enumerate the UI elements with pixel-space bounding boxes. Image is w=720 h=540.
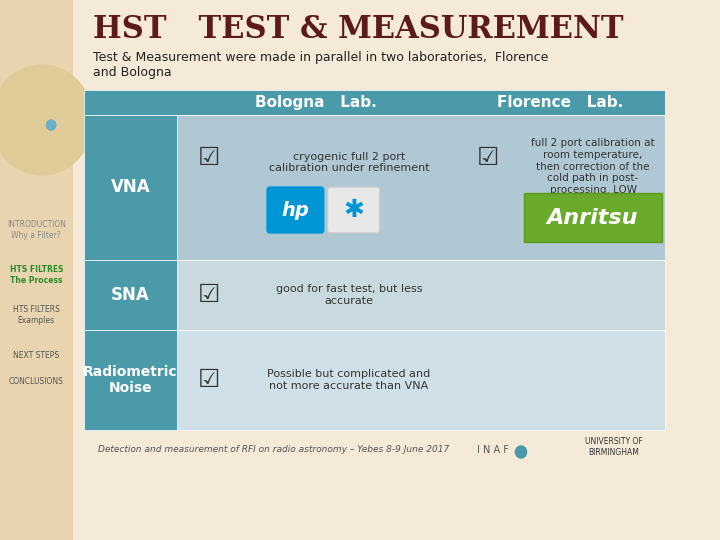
Text: CONCLUSIONS: CONCLUSIONS [9, 377, 64, 387]
FancyBboxPatch shape [267, 187, 324, 233]
Text: ☑: ☑ [198, 145, 220, 170]
Text: good for fast test, but less
accurate: good for fast test, but less accurate [276, 284, 422, 306]
Text: NEXT STEPS: NEXT STEPS [13, 350, 59, 360]
FancyBboxPatch shape [84, 115, 177, 260]
Text: hp: hp [281, 200, 309, 219]
Text: INTRODUCTION
Why a Filter?: INTRODUCTION Why a Filter? [6, 220, 66, 240]
Circle shape [516, 446, 526, 458]
Text: Bologna   Lab.: Bologna Lab. [256, 95, 377, 110]
Text: Possible but complicated and
not more accurate than VNA: Possible but complicated and not more ac… [267, 369, 431, 391]
Text: HST   TEST & MEASUREMENT: HST TEST & MEASUREMENT [93, 15, 624, 45]
Text: ✱: ✱ [343, 198, 364, 222]
Text: ☑: ☑ [198, 283, 220, 307]
Text: SNA: SNA [111, 286, 150, 304]
Text: HTS FILTRES
The Process: HTS FILTRES The Process [9, 265, 63, 285]
FancyBboxPatch shape [0, 0, 73, 540]
Text: cryogenic full 2 port
calibration under refinement: cryogenic full 2 port calibration under … [269, 152, 429, 173]
Text: Florence   Lab.: Florence Lab. [498, 95, 624, 110]
Text: Detection and measurement of RFI on radio astronomy – Yebes 8-9 June 2017: Detection and measurement of RFI on radi… [98, 446, 449, 455]
Text: Test & Measurement were made in parallel in two laboratories,  Florence
and Bolo: Test & Measurement were made in parallel… [93, 51, 549, 79]
Text: UNIVERSITY OF
BIRMINGHAM: UNIVERSITY OF BIRMINGHAM [585, 437, 643, 457]
Text: full 2 port calibration at
room temperature,
then correction of the
cold path in: full 2 port calibration at room temperat… [531, 138, 655, 206]
FancyBboxPatch shape [328, 187, 379, 233]
FancyBboxPatch shape [177, 330, 665, 430]
Text: I N A F: I N A F [477, 445, 509, 455]
FancyBboxPatch shape [524, 193, 662, 242]
Circle shape [47, 120, 56, 130]
Text: Anritsu: Anritsu [547, 208, 639, 228]
FancyBboxPatch shape [177, 260, 665, 330]
FancyBboxPatch shape [84, 330, 177, 430]
FancyBboxPatch shape [84, 260, 177, 330]
Text: Radiometric
Noise: Radiometric Noise [83, 365, 178, 395]
Text: ☑: ☑ [477, 145, 500, 170]
Circle shape [0, 65, 93, 175]
Text: ☑: ☑ [198, 368, 220, 392]
Text: VNA: VNA [110, 179, 150, 197]
FancyBboxPatch shape [177, 115, 665, 260]
Text: HTS FILTERS
Examples: HTS FILTERS Examples [13, 305, 60, 325]
FancyBboxPatch shape [84, 90, 665, 115]
